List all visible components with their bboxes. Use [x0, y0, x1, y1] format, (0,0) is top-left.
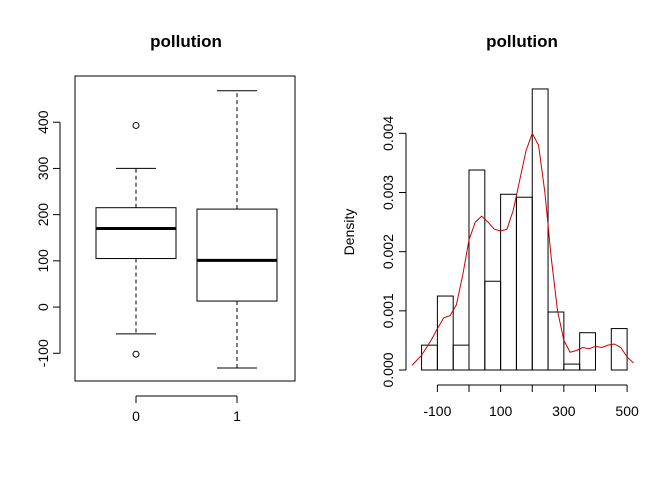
y-tick-label: 400 — [35, 110, 51, 134]
y-tick-label: 0.003 — [380, 175, 396, 210]
box — [196, 208, 278, 302]
histogram-bar — [547, 311, 565, 371]
boxplot-frame — [74, 75, 296, 382]
histogram-bar — [468, 169, 486, 371]
histogram-bars — [421, 88, 628, 371]
boxplot-boxes — [95, 90, 278, 369]
x-tick-label: 500 — [615, 403, 639, 419]
x-tick-label: 300 — [552, 403, 576, 419]
boxplot-y-axis: -100 0 100 200 300 400 — [35, 110, 61, 367]
x-tick-label: 1 — [233, 408, 241, 424]
histogram-bar — [610, 328, 628, 371]
outlier-point — [132, 121, 140, 129]
y-tick-label: 0.002 — [380, 234, 396, 269]
histogram-bar — [484, 280, 502, 371]
box — [95, 207, 177, 260]
boxplot-title: pollution — [150, 32, 222, 51]
y-tick-label: 300 — [35, 157, 51, 181]
histogram-panel: pollution Density 0.0000.0010.0020.0030.… — [341, 32, 639, 419]
histogram-y-label: Density — [341, 209, 357, 256]
x-tick-label: -100 — [423, 403, 451, 419]
x-tick-label: 100 — [489, 403, 513, 419]
y-tick-label: 0.001 — [380, 293, 396, 328]
histogram-bar — [563, 363, 581, 371]
y-tick-label: -100 — [35, 339, 51, 367]
histogram-bar — [579, 332, 596, 371]
histogram-bar — [452, 344, 470, 371]
y-tick-label: 0 — [35, 303, 51, 311]
histogram-bar — [500, 193, 517, 371]
outlier-point — [132, 350, 140, 358]
y-tick-label: 0.004 — [380, 116, 396, 151]
histogram-title: pollution — [486, 32, 558, 51]
y-tick-label: 200 — [35, 203, 51, 227]
x-tick-label: 0 — [132, 408, 140, 424]
histogram-bar — [515, 196, 533, 371]
histogram-bar — [421, 344, 438, 371]
histogram-bar — [436, 295, 454, 371]
density-curve — [411, 132, 634, 366]
y-tick-label: 0.000 — [380, 352, 396, 387]
histogram-bar — [531, 88, 549, 371]
histogram-x-axis: -100 100 300 500 — [423, 384, 639, 419]
y-tick-label: 100 — [35, 249, 51, 273]
histogram-y-axis: 0.000 0.001 0.002 0.003 0.004 — [380, 116, 407, 388]
